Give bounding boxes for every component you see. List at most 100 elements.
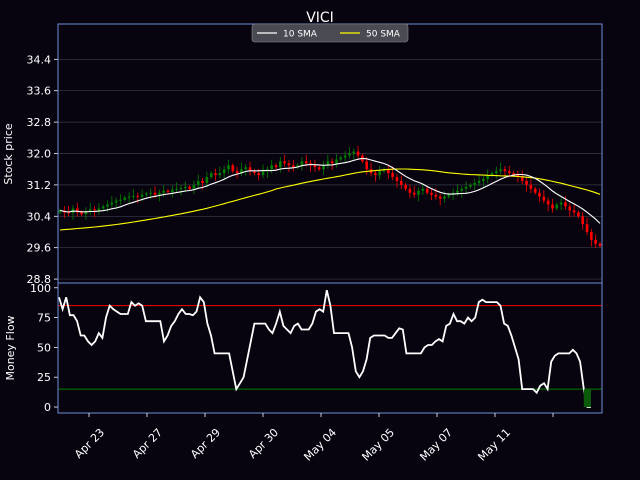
legend-label-sma10: 10 SMA — [283, 30, 318, 40]
candle-body — [97, 208, 101, 211]
candle-body — [75, 208, 79, 213]
candle-body — [84, 211, 88, 215]
candle-body — [572, 210, 576, 213]
candle-body — [559, 202, 563, 205]
candle-body — [261, 171, 265, 176]
price-y-tick-label: 30.4 — [27, 210, 52, 223]
candle-body — [304, 161, 308, 164]
candle-body — [183, 186, 187, 189]
candle-body — [477, 180, 481, 183]
price-y-tick-label: 28.8 — [27, 273, 52, 286]
price-y-tick-label: 32.0 — [27, 148, 52, 161]
candle-body — [374, 173, 377, 176]
candle-body — [395, 177, 399, 181]
candle-body — [335, 159, 338, 164]
x-tick-label: May 04 — [301, 426, 339, 464]
candle-body — [391, 173, 394, 178]
candle-body — [227, 165, 230, 170]
candle-body — [179, 188, 183, 190]
candle-body — [274, 165, 278, 168]
candle-body — [287, 163, 291, 166]
candle-body — [218, 173, 222, 176]
candle-body — [507, 171, 511, 174]
candle-body — [585, 224, 589, 232]
candle-body — [339, 157, 343, 160]
candle-body — [512, 173, 515, 176]
candle-body — [235, 171, 239, 174]
candle-body — [486, 175, 489, 180]
candle-body — [447, 194, 451, 197]
candle-body — [542, 196, 546, 201]
candle-body — [464, 186, 468, 189]
moneyflow-y-axis-label: Money Flow — [4, 315, 17, 380]
candle-body — [348, 153, 351, 156]
price-y-tick-label: 29.6 — [27, 242, 52, 255]
candle-body — [577, 212, 580, 217]
candle-body — [196, 180, 200, 185]
candle-body — [352, 151, 356, 154]
candle-body — [425, 188, 429, 193]
money-flow-line — [58, 289, 591, 408]
price-y-tick-label: 33.6 — [27, 85, 52, 98]
candle-body — [594, 239, 597, 244]
chart-title: VICI — [306, 10, 334, 26]
candle-body — [443, 196, 446, 199]
candle-body — [387, 169, 390, 174]
candle-body — [67, 212, 70, 214]
candle-body — [253, 171, 256, 174]
x-tick-label: Apr 30 — [246, 426, 281, 461]
candle-body — [162, 190, 165, 193]
candle-body — [192, 184, 196, 189]
moneyflow-y-tick-label: 0 — [44, 401, 51, 414]
candle-body — [356, 151, 360, 156]
candle-body — [201, 180, 204, 183]
candle-body — [378, 171, 381, 176]
candle-body — [343, 155, 347, 158]
candle-body — [590, 231, 593, 240]
price-y-tick-label: 32.8 — [27, 116, 52, 129]
oversold-fill — [583, 389, 591, 408]
candle-body — [291, 165, 295, 168]
candle-body — [404, 184, 407, 189]
candle-body — [80, 212, 83, 215]
candle-body — [460, 188, 464, 191]
x-tick-label: May 05 — [359, 426, 397, 464]
candle-body — [132, 195, 135, 197]
candle-body — [171, 189, 174, 192]
candle-body — [188, 186, 191, 189]
candle-body — [538, 192, 541, 197]
legend: 10 SMA 50 SMA — [251, 23, 409, 43]
candle-body — [365, 161, 369, 170]
candle-body — [495, 171, 498, 174]
candle-body — [166, 190, 170, 192]
candle-body — [58, 210, 62, 213]
lines-layer — [58, 157, 601, 408]
candle-body — [296, 165, 299, 168]
candle-body — [482, 179, 485, 181]
x-tick-label: Apr 27 — [130, 426, 165, 461]
candle-body — [244, 167, 248, 170]
candle-body — [93, 209, 96, 211]
candle-body — [490, 173, 494, 176]
candle-body — [581, 216, 585, 225]
candle-body — [222, 169, 226, 174]
candle-body — [300, 161, 304, 166]
moneyflow-y-tick-label: 25 — [37, 371, 51, 384]
candle-body — [564, 202, 567, 207]
moneyflow-y-tick-label: 50 — [37, 341, 51, 354]
candle-body — [153, 192, 157, 195]
candle-body — [240, 169, 243, 174]
candle-body — [145, 193, 148, 195]
x-tick-label: Apr 29 — [188, 426, 223, 461]
price-y-tick-label: 31.2 — [27, 179, 52, 192]
moneyflow-panel-frame — [57, 282, 603, 414]
x-tick-label: Apr 23 — [72, 426, 107, 461]
sma10-line — [59, 157, 601, 224]
candle-body — [520, 177, 524, 181]
candle-body — [209, 173, 213, 178]
candle-body — [503, 169, 507, 172]
moneyflow-y-tick-label: 75 — [37, 312, 51, 325]
candle-body — [205, 177, 209, 183]
